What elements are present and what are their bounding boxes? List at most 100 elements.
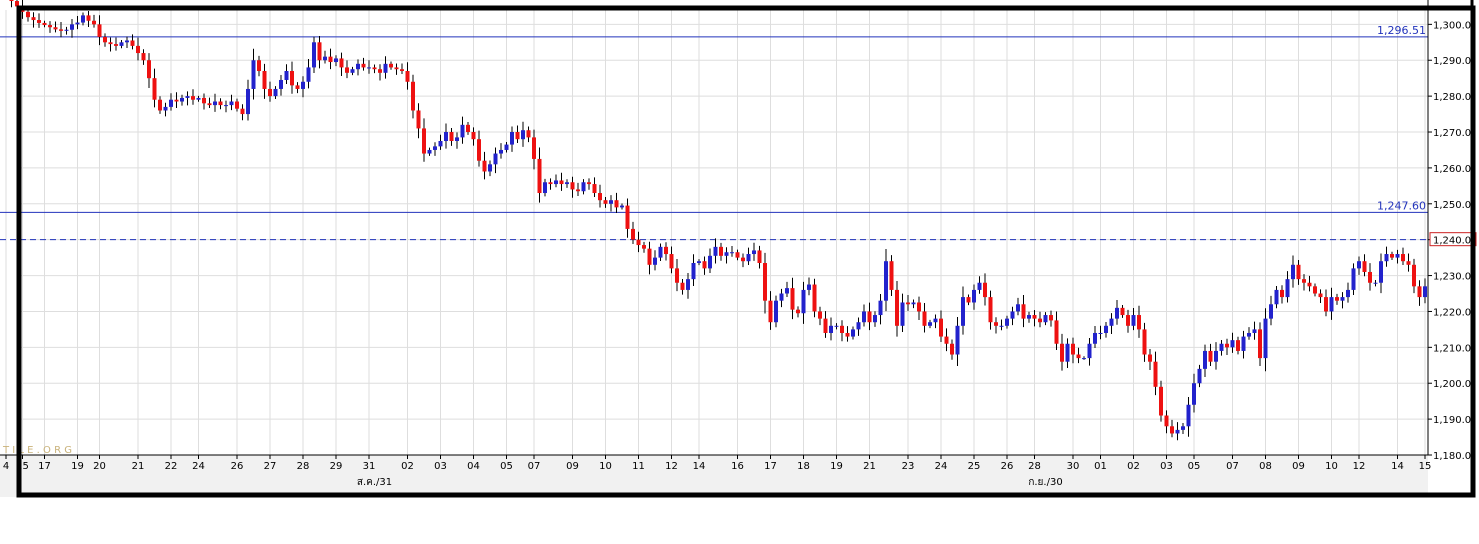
x-tick-label: 24: [935, 461, 948, 472]
candle-body: [504, 144, 509, 150]
candle-body: [202, 97, 206, 104]
grid-layer: [5, 10, 1428, 456]
candle-body: [961, 297, 965, 326]
candle-body: [994, 322, 998, 326]
candle-body: [1137, 315, 1141, 330]
candle-body: [570, 182, 575, 190]
candle-body: [119, 42, 124, 46]
candle-body: [917, 302, 921, 312]
candle-body: [702, 261, 707, 269]
candle-body: [1274, 289, 1279, 305]
x-tick-label: 03: [434, 461, 447, 472]
candle-body: [576, 189, 580, 192]
candle-body: [790, 288, 795, 310]
candle-body: [928, 322, 932, 326]
x-tick-label: 09: [566, 461, 579, 472]
candle-body: [31, 17, 36, 21]
candle-body: [620, 205, 624, 208]
x-axis: 4 15 17 19 20 21 22 24 26 27 28 29 31 02 03 04 05 07 09 10 1…: [3, 455, 1431, 488]
x-tick-label: 02: [1127, 461, 1140, 472]
candle-body: [1208, 350, 1213, 362]
candle-body: [768, 300, 773, 323]
candle-body: [581, 182, 586, 192]
month-label: ส.ค./31: [357, 477, 392, 488]
black-frame: [16, 5, 1476, 498]
candle-body: [174, 99, 179, 102]
watermark: T I L E . O R G: [2, 445, 72, 456]
candle-body: [158, 99, 162, 111]
x-tick-label: 14: [693, 461, 706, 472]
candle-body: [592, 184, 597, 194]
candle-body: [185, 96, 190, 98]
x-tick-label: 27: [264, 461, 277, 472]
candle-body: [477, 139, 481, 161]
candle-body: [147, 60, 151, 79]
candle-body: [262, 71, 267, 89]
candle-body: [658, 246, 663, 258]
candle-body: [669, 254, 674, 269]
candles: [9, 0, 1449, 441]
candle-body: [1285, 279, 1290, 298]
candle-body: [290, 71, 294, 86]
candle-body: [944, 336, 949, 344]
candle-body: [1170, 426, 1174, 434]
candle-body: [603, 200, 608, 204]
last-price-label: 1,240.0: [1433, 236, 1471, 247]
candle-body: [653, 257, 657, 265]
candle-body: [108, 42, 113, 45]
candle-body: [103, 36, 107, 43]
candle-body: [141, 53, 146, 61]
x-tick-label: 12: [1353, 461, 1366, 472]
y-tick-label: 1,220.0: [1433, 307, 1471, 318]
x-tick-label: 07: [1226, 461, 1239, 472]
candle-body: [378, 69, 382, 73]
candle-body: [1098, 332, 1103, 334]
candle-body: [598, 193, 602, 201]
candle-body: [169, 99, 173, 107]
candle-body: [246, 88, 250, 115]
x-tick-label: 29: [330, 461, 343, 472]
candle-body: [152, 78, 157, 100]
candle-body: [691, 263, 696, 280]
candle-body: [37, 20, 41, 23]
candle-body: [306, 67, 311, 82]
candle-body: [191, 96, 195, 100]
candle-body: [636, 239, 641, 246]
candle-body: [532, 137, 536, 159]
candle-body: [1225, 343, 1229, 348]
x-tick-label: 28: [297, 461, 310, 472]
candle-body: [1010, 311, 1015, 319]
candle-body: [433, 146, 437, 150]
candle-body: [763, 263, 767, 301]
candle-body: [510, 132, 514, 145]
candle-body: [1247, 332, 1251, 337]
y-tick-label: 1,230.0: [1433, 272, 1471, 283]
candle-body: [873, 315, 877, 323]
candle-body: [1093, 332, 1097, 344]
candle-body: [350, 69, 355, 73]
x-axis-panel: [0, 455, 1428, 497]
candle-body: [708, 255, 712, 269]
candle-body: [136, 45, 140, 54]
candle-body: [845, 332, 850, 337]
x-tick-label: 02: [401, 461, 414, 472]
candle-body: [1362, 261, 1367, 272]
candle-body: [323, 56, 327, 61]
candle-body: [884, 261, 888, 301]
candle-body: [196, 97, 201, 100]
candle-body: [895, 289, 899, 326]
candle-body: [405, 71, 410, 82]
y-tick-label: 1,210.0: [1433, 343, 1471, 354]
candle-body: [97, 24, 102, 37]
x-tick-label: 05: [1188, 461, 1201, 472]
x-tick-label: 18: [797, 461, 810, 472]
candle-body: [1340, 297, 1345, 301]
candle-body: [1131, 315, 1136, 326]
candle-body: [59, 29, 63, 31]
candle-body: [328, 56, 333, 63]
reference-lines: [0, 36, 1428, 241]
candle-body: [180, 97, 184, 102]
candle-body: [526, 130, 531, 138]
x-tick-label: 15: [16, 461, 29, 472]
